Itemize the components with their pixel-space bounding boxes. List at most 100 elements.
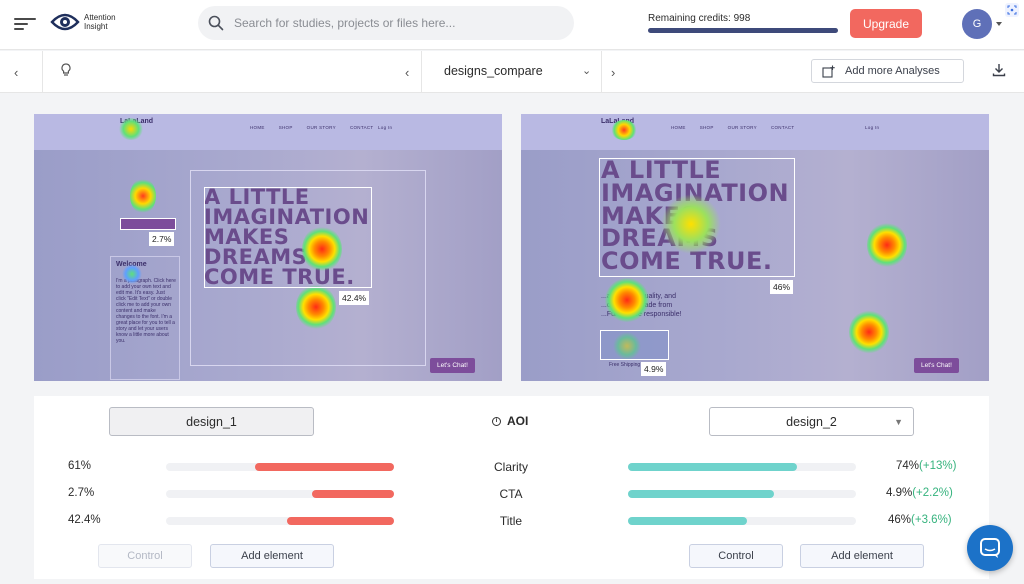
prev-design-chevron-left-icon[interactable]: ‹ — [405, 65, 410, 80]
toolbar-divider — [42, 51, 43, 93]
design-login-text: Log In — [378, 125, 393, 130]
user-avatar[interactable]: G — [962, 9, 992, 39]
avatar-chevron-down-icon[interactable] — [996, 22, 1002, 26]
design-menu-item: SHOP — [278, 125, 293, 130]
right-add-element-button[interactable]: Add element — [800, 544, 924, 568]
right-metric-bar — [628, 463, 856, 471]
design-menu: HOME SHOP OUR STORY CONTACT — [250, 125, 387, 130]
heatmap-hotspot — [130, 178, 156, 214]
left-metric-fill — [311, 490, 394, 498]
left-metric-value: 42.4% — [68, 514, 101, 526]
design-menu-item: CONTACT — [770, 125, 795, 130]
left-add-element-button[interactable]: Add element — [210, 544, 334, 568]
design-menu-item: SHOP — [699, 125, 714, 130]
right-metric-number: 74% — [896, 460, 920, 472]
upgrade-button[interactable]: Upgrade — [850, 9, 922, 38]
lightbulb-icon[interactable] — [60, 63, 72, 82]
design-headline: A LITTLE IMAGINATION MAKES DREAMS COME T… — [204, 187, 369, 289]
app-logo[interactable]: Attention Insight — [50, 10, 116, 34]
add-image-icon — [822, 65, 835, 78]
design-menu-item: CONTACT — [349, 125, 374, 130]
heatmap-hotspot — [605, 278, 649, 322]
design-side-paragraph: I'm a paragraph. Click here to add your … — [116, 278, 176, 344]
search-icon — [208, 15, 224, 31]
aoi-heading-label: AOI — [507, 414, 529, 428]
design-chat-button: Let's Chat! — [430, 358, 475, 373]
heatmap-hotspot — [118, 118, 144, 140]
download-icon[interactable] — [992, 63, 1006, 82]
aoi-cta-box[interactable] — [600, 330, 669, 360]
left-metric-bar — [166, 463, 394, 471]
right-metric-fill — [628, 490, 774, 498]
aoi-title-box[interactable] — [204, 187, 372, 288]
design-side-panel — [110, 256, 180, 380]
credits-indicator: Remaining credits: 998 — [648, 13, 838, 33]
right-metric-delta: (+13%) — [919, 460, 957, 472]
heatmap-hotspot — [296, 284, 336, 330]
toolbar-divider — [421, 51, 422, 93]
add-more-analyses-label: Add more Analyses — [845, 65, 940, 77]
heatmap-hotspot — [661, 194, 721, 254]
credits-progress-fill — [648, 28, 838, 33]
toolbar-divider — [601, 51, 602, 93]
right-metric-bar — [628, 517, 856, 525]
design-photo — [34, 150, 502, 381]
eye-logo-icon — [50, 13, 80, 31]
aoi-comparison-panel: design_1 i AOI design_2 ▼ 61% Clarity 74… — [34, 396, 989, 579]
left-metric-value: 61% — [68, 460, 92, 472]
left-control-button[interactable]: Control — [98, 544, 192, 568]
right-metric-delta: (+3.6%) — [911, 514, 952, 526]
aoi-cta-label: 2.7% — [149, 232, 175, 246]
search-bar[interactable] — [198, 6, 574, 40]
headline-line: COME TRUE. — [204, 264, 355, 289]
right-metric-value: 4.9%(+2.2%) — [886, 487, 953, 499]
screenshot-icon[interactable] — [1005, 3, 1019, 17]
design-menu-item: HOME — [671, 125, 686, 130]
design-chat-button: Let's Chat! — [914, 358, 959, 373]
design-menu-item: OUR STORY — [306, 125, 336, 130]
chat-bubble-icon — [980, 538, 1000, 558]
headline-line: A LITTLE — [601, 156, 722, 184]
add-more-analyses-button[interactable]: Add more Analyses — [811, 59, 964, 83]
info-icon[interactable]: i — [492, 416, 501, 426]
heatmap-hotspot — [122, 264, 142, 284]
left-metric-bar — [166, 517, 394, 525]
aoi-cta-label: 4.9% — [641, 362, 667, 376]
next-design-chevron-right-icon[interactable]: › — [611, 65, 616, 80]
design-nav-strip — [521, 114, 989, 150]
aoi-title-label: 46% — [770, 280, 794, 294]
headline-line: IMAGINATION — [601, 178, 790, 207]
right-control-button[interactable]: Control — [689, 544, 783, 568]
aoi-heading: i AOI — [492, 414, 528, 428]
support-chat-button[interactable] — [967, 525, 1013, 571]
heatmap-hotspot — [611, 120, 637, 140]
right-metric-fill — [628, 463, 797, 471]
left-metric-fill — [254, 463, 394, 471]
right-metric-delta: (+2.2%) — [912, 487, 953, 499]
right-metric-fill — [628, 517, 747, 525]
design-2-selector[interactable]: design_2 ▼ — [709, 407, 914, 436]
aoi-cta-box[interactable] — [120, 218, 176, 230]
left-metric-fill — [286, 517, 394, 525]
headline-line: MAKES — [204, 224, 290, 249]
hamburger-menu-icon[interactable] — [14, 15, 36, 33]
sidebar-back-chevron-left-icon[interactable]: ‹ — [14, 65, 19, 80]
analysis-dropdown-value[interactable]: designs_compare — [444, 64, 543, 78]
design-login-text: Log In — [865, 125, 880, 130]
design-1-selector[interactable]: design_1 — [109, 407, 314, 436]
chevron-down-icon[interactable]: ⌄ — [582, 65, 592, 77]
headline-line: COME TRUE. — [601, 247, 773, 276]
right-metric-value: 46%(+3.6%) — [888, 514, 952, 526]
aoi-title-box[interactable] — [599, 158, 795, 277]
design-shop-text: Free Shipping — [609, 362, 641, 368]
chevron-down-icon: ▼ — [894, 416, 903, 427]
design-menu-item: HOME — [250, 125, 265, 130]
headline-line: DREAMS — [204, 244, 308, 269]
right-metric-value: 74%(+13%) — [896, 460, 956, 472]
right-metric-bar — [628, 490, 856, 498]
right-metric-number: 46% — [888, 514, 912, 526]
search-input[interactable] — [234, 16, 554, 30]
credits-progress-bar — [648, 28, 838, 33]
left-metric-value: 2.7% — [68, 487, 95, 499]
